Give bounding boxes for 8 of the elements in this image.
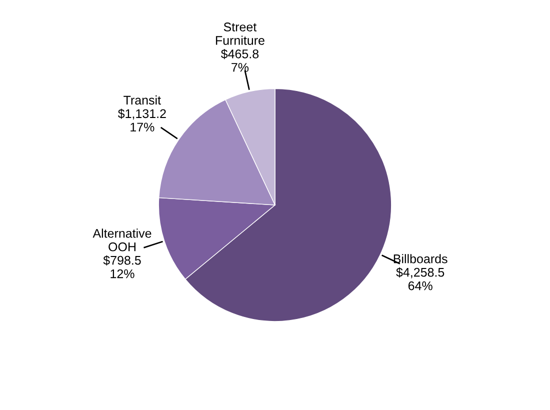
data-label: $465.8 7% <box>220 48 259 72</box>
data-label: $798.5 12% <box>103 255 141 278</box>
data-label: $1,131.2 17% <box>118 108 166 132</box>
slice-label: Street Furniture <box>216 22 264 45</box>
data-label: $4,258.5 64% <box>396 267 444 290</box>
slice-label: Transit <box>124 95 161 105</box>
slice-label: Alternative OOH <box>92 228 152 252</box>
slice-label: Billboards <box>394 254 448 264</box>
